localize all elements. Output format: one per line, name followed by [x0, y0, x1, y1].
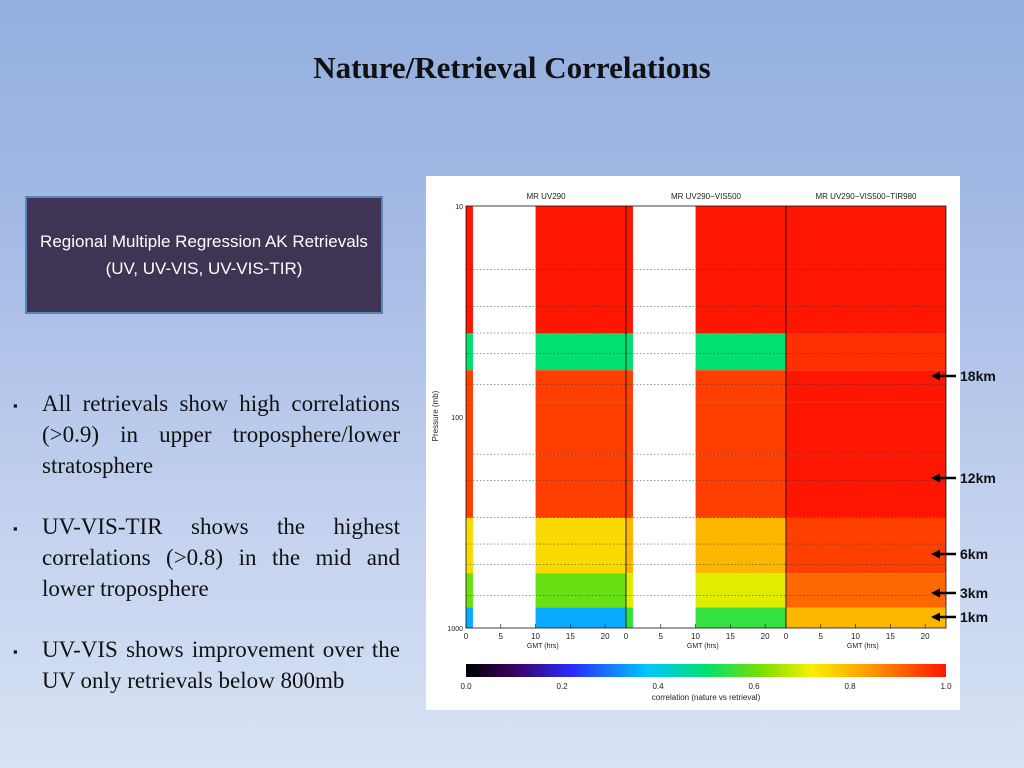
x-tick-label: 20: [601, 632, 610, 641]
x-tick-label: 0: [784, 632, 789, 641]
x-tick-label: 15: [566, 632, 575, 641]
heatmap-band: [786, 454, 946, 518]
panel-title: MR UV290: [526, 192, 566, 201]
colorbar-tick-label: 0.0: [460, 682, 472, 691]
y-tick-label: 10: [455, 204, 463, 211]
colorbar-tick-label: 0.2: [556, 682, 568, 691]
bullet-text: UV-VIS-TIR shows the highest correlation…: [42, 514, 400, 601]
y-tick-label: 1000: [447, 626, 463, 633]
x-tick-label: 5: [659, 632, 664, 641]
heatmap-band: [786, 370, 946, 403]
colorbar-label: correlation (nature vs retrieval): [652, 693, 761, 702]
heatmap-band: [786, 607, 946, 628]
bullet-item: ▪ UV-VIS shows improvement over the UV o…: [10, 634, 400, 696]
x-tick-label: 15: [726, 632, 735, 641]
heatmap-band: [786, 333, 946, 371]
colorbar-tick-label: 1.0: [940, 682, 952, 691]
x-tick-label: 10: [691, 632, 700, 641]
altitude-label: 18km: [960, 368, 996, 384]
bullet-item: ▪ UV-VIS-TIR shows the highest correlati…: [10, 511, 400, 604]
x-axis-label: GMT (hrs): [847, 643, 879, 650]
heatmap-band: [786, 573, 946, 608]
colorbar: [466, 664, 946, 677]
x-tick-label: 5: [499, 632, 504, 641]
panel-title: MR UV290−VIS500: [671, 192, 742, 201]
slide-title: Nature/Retrieval Correlations: [313, 50, 711, 85]
square-bullet-icon: ▪: [13, 644, 18, 659]
x-tick-label: 20: [921, 632, 930, 641]
altitude-label: 3km: [960, 585, 988, 601]
colorbar-tick-label: 0.4: [652, 682, 664, 691]
no-data-gap: [472, 206, 536, 628]
correlation-chart-panel: MR UV290 0 5 10 15 20 GMT (hrs) MR UV290−VIS500…: [426, 176, 960, 710]
colorbar-tick-label: 0.8: [844, 682, 856, 691]
square-bullet-icon: ▪: [13, 398, 18, 413]
x-tick-label: 15: [886, 632, 895, 641]
correlation-chart: MR UV290 0 5 10 15 20 GMT (hrs) MR UV290−VIS500…: [431, 192, 952, 702]
altitude-label: 1km: [960, 609, 988, 625]
retrieval-types-box: Regional Multiple Regression AK Retrieva…: [25, 196, 383, 314]
bullet-text: UV-VIS shows improvement over the UV onl…: [42, 637, 400, 693]
x-tick-label: 20: [761, 632, 770, 641]
no-data-gap: [632, 206, 696, 628]
square-bullet-icon: ▪: [13, 521, 18, 536]
heatmap-band: [786, 206, 946, 334]
x-axis-label: GMT (hrs): [687, 643, 719, 650]
x-axis-label: GMT (hrs): [527, 643, 559, 650]
x-tick-label: 0: [624, 632, 629, 641]
bullet-text: All retrievals show high correlations (>…: [42, 391, 400, 478]
x-tick-label: 5: [819, 632, 824, 641]
x-tick-label: 10: [531, 632, 540, 641]
heatmap-band: [786, 402, 946, 455]
bullet-item: ▪ All retrievals show high correlations …: [10, 388, 400, 481]
y-axis-label: Pressure (mb): [431, 390, 440, 441]
retrieval-types-text: Regional Multiple Regression AK Retrieva…: [40, 232, 368, 278]
y-tick-label: 100: [451, 415, 463, 422]
x-tick-label: 0: [464, 632, 469, 641]
heatmap-band: [786, 517, 946, 574]
colorbar-tick-label: 0.6: [748, 682, 760, 691]
x-tick-label: 10: [851, 632, 860, 641]
panel-frame: [785, 205, 947, 629]
bullet-list: ▪ All retrievals show high correlations …: [10, 388, 400, 726]
altitude-label: 6km: [960, 546, 988, 562]
panel-title: MR UV290−VIS500−TIR980: [816, 192, 917, 201]
altitude-label: 12km: [960, 470, 996, 486]
